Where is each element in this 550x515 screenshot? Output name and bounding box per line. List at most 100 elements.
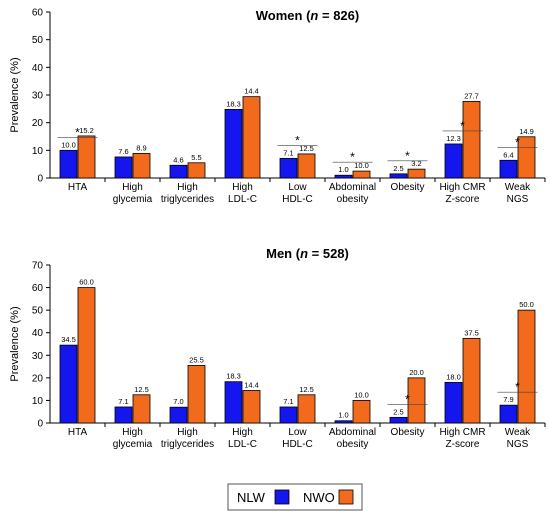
bar-nlw [279, 157, 298, 179]
data-label-nwo: 12.5 [299, 385, 314, 394]
data-label-nlw: 7.0 [173, 397, 183, 406]
bar-nwo [517, 309, 536, 424]
legend-label-nwo: NWO [303, 490, 335, 505]
bar-nwo [187, 162, 206, 179]
category-label: Low [288, 182, 307, 193]
data-label-nwo: 15.2 [79, 126, 94, 135]
bar-nlw [389, 173, 408, 179]
category-label: High [177, 427, 198, 438]
data-label-nlw: 4.6 [173, 155, 183, 164]
data-label-nwo: 27.7 [464, 91, 479, 100]
category-label: Abdominal [329, 182, 376, 193]
category-label: glycemia [113, 194, 153, 205]
data-label-nlw: 2.5 [393, 407, 403, 416]
chart-title: Men (n = 528) [266, 246, 349, 261]
chart-title: Women (n = 826) [256, 8, 359, 23]
data-label-nlw: 7.9 [503, 395, 513, 404]
data-label-nlw: 7.1 [283, 148, 293, 157]
category-label: LDL-C [228, 439, 257, 450]
bar-nwo [352, 400, 371, 424]
data-label-nlw: 18.3 [226, 99, 241, 108]
data-label-nlw: 18.0 [446, 372, 461, 381]
data-label-nwo: 20.0 [409, 368, 424, 377]
y-tick-label: 10 [32, 396, 44, 407]
bar-nwo [352, 170, 371, 179]
category-label: HDL-C [282, 439, 313, 450]
bar-nlw [279, 406, 298, 424]
data-label-nlw: 7.1 [118, 397, 128, 406]
category-label: High CMR [439, 182, 485, 193]
bar-nlw [169, 164, 188, 179]
bar-nlw [444, 143, 463, 179]
category-label: Abdominal [329, 427, 376, 438]
bar-nwo [242, 390, 261, 424]
legend: NLW NWO [227, 483, 363, 511]
bar-nwo [132, 152, 151, 179]
category-label: High [122, 427, 143, 438]
bar-nwo [77, 135, 96, 179]
category-label: Obesity [391, 427, 425, 438]
category-label: obesity [337, 439, 369, 450]
bar-nlw [499, 404, 518, 424]
data-label-nwo: 10.0 [354, 390, 369, 399]
data-label-nlw: 7.1 [283, 397, 293, 406]
y-tick-label: 30 [32, 91, 44, 102]
significance-star: * [350, 150, 355, 164]
category-label: HDL-C [282, 194, 313, 205]
y-tick-label: 10 [32, 146, 44, 157]
bar-nlw [499, 159, 518, 179]
data-label-nwo: 50.0 [519, 300, 534, 309]
data-label-nwo: 37.5 [464, 328, 479, 337]
chart-title-n: n [300, 246, 308, 261]
bar-nwo [77, 287, 96, 424]
data-label-nwo: 14.4 [244, 380, 259, 389]
panel-men: Men (n = 528) Prevalence (%) 0 10 20 30 40 50 60… [9, 246, 546, 450]
y-tick-label: 0 [37, 174, 43, 185]
data-label-nwo: 12.5 [299, 144, 314, 153]
category-label: High [232, 182, 253, 193]
legend-label-nlw: NLW [237, 490, 266, 505]
data-label-nwo: 12.5 [134, 385, 149, 394]
category-label: High CMR [439, 427, 485, 438]
legend-swatch-nwo [338, 489, 354, 505]
y-tick-label: 60 [32, 8, 44, 19]
legend-swatch-nlw [274, 489, 290, 505]
significance-star: * [515, 380, 520, 394]
bar-nwo [462, 337, 481, 424]
category-label: NGS [507, 194, 529, 205]
data-label-nlw: 1.0 [338, 165, 348, 174]
bar-nlw [59, 344, 78, 424]
chart-title-rest: = 826) [318, 8, 359, 23]
chart-title-n: n [310, 8, 318, 23]
significance-star: * [460, 119, 465, 133]
data-label-nwo: 14.4 [244, 87, 259, 96]
y-tick-label: 0 [37, 419, 43, 430]
significance-star: * [405, 149, 410, 163]
data-label-nwo: 25.5 [189, 355, 204, 364]
bar-nlw [224, 108, 243, 179]
chart-title-rest: = 528) [308, 246, 349, 261]
y-tick-label: 60 [32, 283, 44, 294]
category-label: Obesity [391, 182, 425, 193]
category-label: Z-score [446, 439, 480, 450]
y-tick-label: 30 [32, 351, 44, 362]
bar-nlw [444, 381, 463, 424]
data-label-nwo: 14.9 [519, 127, 534, 136]
category-label: HTA [68, 182, 88, 193]
bar-nwo [517, 136, 536, 179]
data-label-nlw: 12.3 [446, 134, 461, 143]
category-label: triglycerides [161, 194, 214, 205]
category-label: Weak [505, 427, 531, 438]
data-label-nwo: 3.2 [411, 159, 421, 168]
bar-nwo [462, 100, 481, 179]
y-tick-label: 70 [32, 261, 44, 272]
y-axis-label: Prevalence (%) [9, 306, 21, 381]
y-tick-label: 40 [32, 328, 44, 339]
significance-star: * [515, 135, 520, 149]
significance-star: * [75, 125, 80, 139]
bar-nlw [59, 149, 78, 179]
category-label: High [232, 427, 253, 438]
bar-nlw [169, 406, 188, 424]
data-label-nlw: 2.5 [393, 164, 403, 173]
